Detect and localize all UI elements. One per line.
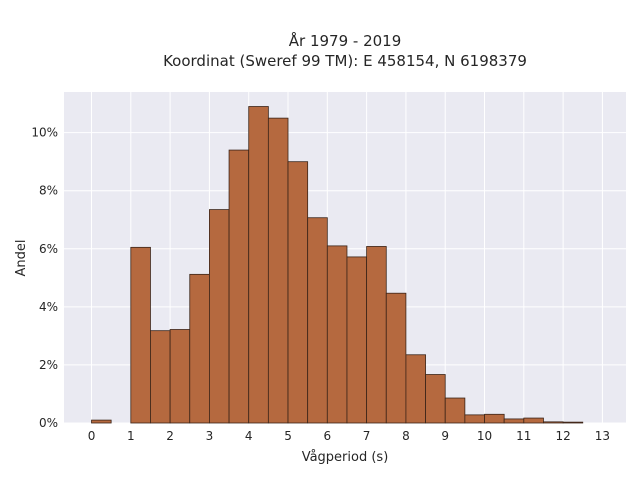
histogram-bar — [444, 397, 466, 424]
x-axis-label: Vågperiod (s) — [302, 450, 389, 465]
histogram-bar — [189, 273, 210, 424]
x-tick-label: 10 — [477, 429, 492, 443]
histogram-bar — [91, 419, 112, 424]
y-tick-label: 4% — [39, 300, 58, 314]
histogram-bar — [130, 246, 151, 424]
histogram-bar — [543, 421, 564, 424]
chart-title-line2: Koordinat (Sweref 99 TM): E 458154, N 61… — [163, 52, 527, 70]
histogram-bar — [523, 417, 544, 424]
histogram-bar — [346, 256, 368, 424]
histogram-bar — [169, 329, 191, 424]
x-tick-label: 3 — [206, 429, 214, 443]
y-tick-label: 10% — [31, 126, 58, 140]
histogram-bar — [248, 106, 269, 424]
chart-title-line1: År 1979 - 2019 — [289, 31, 402, 50]
x-tick-label: 5 — [284, 429, 292, 443]
x-tick-label: 4 — [245, 429, 253, 443]
histogram-bar — [385, 292, 407, 424]
x-tick-label: 2 — [166, 429, 174, 443]
x-tick-label: 7 — [363, 429, 371, 443]
histogram-bar — [425, 374, 446, 424]
histogram-bar — [287, 161, 309, 424]
histogram-bar — [405, 354, 426, 424]
x-tick-label: 8 — [402, 429, 410, 443]
histogram-bar — [150, 330, 171, 424]
x-tick-label: 9 — [441, 429, 449, 443]
y-tick-labels: 0% 2% 4% 6% 8% 10% — [31, 126, 58, 430]
y-tick-label: 6% — [39, 242, 58, 256]
histogram-bar — [267, 117, 289, 424]
histogram-bar — [307, 217, 328, 424]
x-tick-label: 11 — [516, 429, 531, 443]
y-tick-label: 8% — [39, 184, 58, 198]
histogram-bar — [366, 246, 387, 424]
histogram-bar — [209, 209, 230, 424]
histogram-bar — [228, 149, 250, 424]
x-tick-labels: 0 1 2 3 4 5 6 7 8 9 10 11 12 13 — [88, 429, 610, 443]
x-tick-label: 0 — [88, 429, 96, 443]
histogram-bar — [562, 421, 584, 424]
histogram-bar — [503, 418, 525, 424]
y-tick-label: 2% — [39, 358, 58, 372]
histogram-bar — [326, 245, 348, 424]
x-tick-label: 1 — [127, 429, 135, 443]
bars — [91, 106, 584, 424]
histogram-bar — [464, 414, 485, 424]
x-tick-label: 12 — [555, 429, 570, 443]
y-axis-label: Andel — [14, 240, 29, 277]
histogram-bar — [484, 413, 505, 424]
x-tick-label: 13 — [595, 429, 610, 443]
x-tick-label: 6 — [323, 429, 331, 443]
y-tick-label: 0% — [39, 416, 58, 430]
